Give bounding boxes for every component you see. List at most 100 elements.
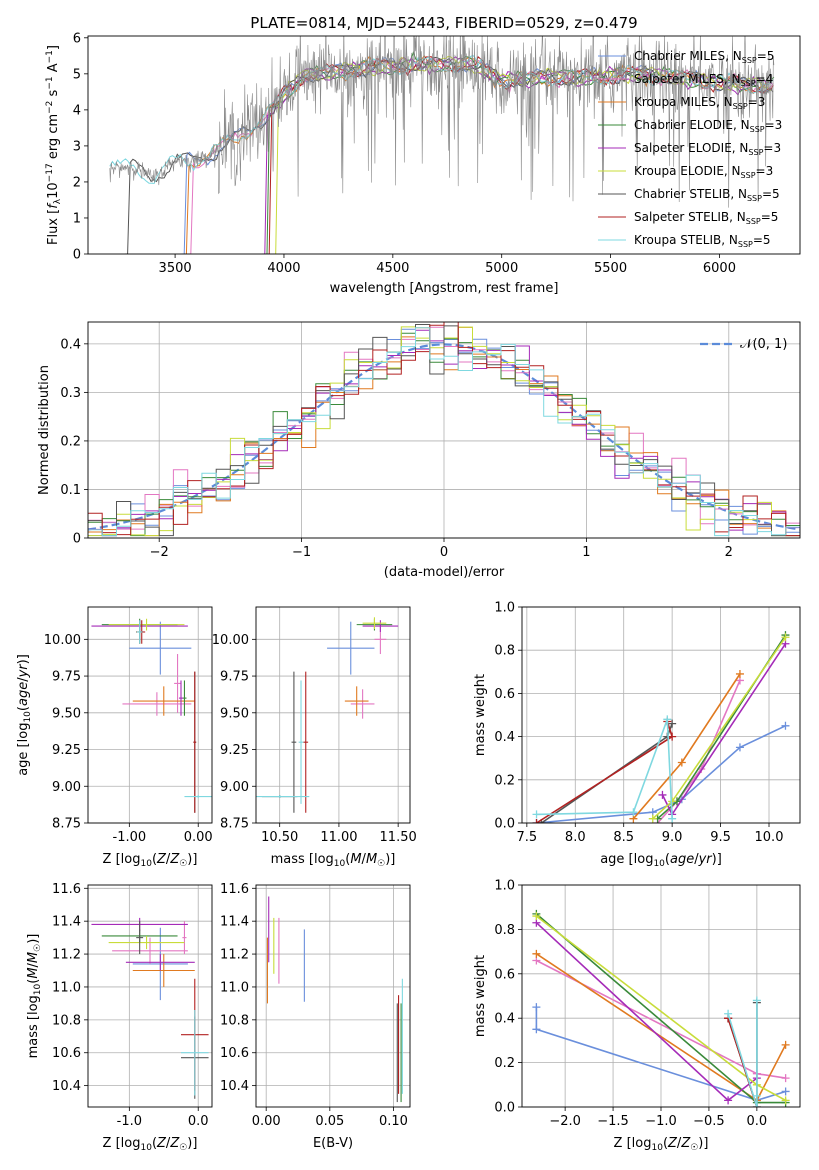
x-tick-label: 0.05 xyxy=(315,1114,344,1129)
weight-series-2 xyxy=(632,673,741,820)
y-tick-label: 10.00 xyxy=(44,633,81,648)
y-tick-label: 9.00 xyxy=(52,780,81,795)
y-tick-label: 8.75 xyxy=(52,817,81,832)
x-axis-label: E(B-V) xyxy=(313,1136,353,1151)
x-tick-label: 7.5 xyxy=(516,830,537,845)
legend-label-2: Kroupa MILES, NSSP=3 xyxy=(634,95,765,111)
histogram-7 xyxy=(88,322,800,537)
x-tick-label: 0 xyxy=(440,545,448,560)
y-tick-label: 9.00 xyxy=(220,780,249,795)
y-tick-label: 0.0 xyxy=(494,817,515,832)
x-axis-label: wavelength [Angstrom, rest frame] xyxy=(330,281,559,296)
axes-frame xyxy=(87,35,801,255)
weight-marker xyxy=(752,1103,761,1107)
legend-label-0: Chabrier MILES, NSSP=5 xyxy=(634,49,774,65)
chart-residuals: −2 −1 0 1 2 0 0.1 0.2 0.3 0.4 (data-model)/error No… xyxy=(37,321,801,580)
x-axis-label: Z [log10(Z/Z☉)] xyxy=(614,1136,709,1153)
weight-series-1 xyxy=(657,680,741,823)
y-tick-label: 11.4 xyxy=(220,915,249,930)
y-tick-label: 0.4 xyxy=(494,1012,515,1027)
y-tick-label: 1 xyxy=(73,211,81,226)
x-tick-label: −2.0 xyxy=(549,1114,581,1129)
y-tick-label: 9.50 xyxy=(220,706,249,721)
axes-frame xyxy=(521,606,801,824)
weight-marker xyxy=(781,1087,790,1096)
figure-title: PLATE=0814, MJD=52443, FIBERID=0529, z=0… xyxy=(250,14,637,32)
y-tick-label: 10.8 xyxy=(52,1013,81,1028)
x-tick-label: 3500 xyxy=(159,261,192,276)
y-tick-label: 10.4 xyxy=(52,1079,81,1094)
x-tick-label: 10.0 xyxy=(755,830,784,845)
y-tick-label: 11.2 xyxy=(220,948,249,963)
y-tick-label: 0.0 xyxy=(494,1101,515,1116)
legend-label-6: Chabrier STELIB, NSSP=5 xyxy=(634,187,780,203)
y-tick-label: 0.3 xyxy=(60,386,81,401)
x-tick-label: 9.5 xyxy=(710,830,731,845)
y-tick-label: 0.4 xyxy=(494,730,515,745)
y-tick-label: 11.0 xyxy=(52,980,81,995)
axes-frame xyxy=(255,884,411,1108)
legend-label-7: Salpeter STELIB, NSSP=5 xyxy=(634,210,778,226)
weight-marker xyxy=(677,758,686,767)
y-tick-label: 9.25 xyxy=(52,743,81,758)
chart-mass_vs_ebv: 0.00 0.05 0.10 10.4 10.6 10.8 11.0 11.2 11.4 11.6… xyxy=(220,882,411,1151)
chart-mass_vs_Z: -1.0 0.0 10.4 10.6 10.8 11.0 11.2 11.4 11.6 Z [lo… xyxy=(26,882,213,1153)
weight-marker xyxy=(668,719,677,728)
y-tick-label: 0 xyxy=(73,248,81,263)
y-tick-label: 6 xyxy=(73,31,81,46)
chart-weight_vs_age: 7.5 8.0 8.5 9.0 9.5 10.0 0.0 0.2 0.4 0.6 0.8 1.0 mas… xyxy=(473,601,801,869)
x-tick-label: 8.5 xyxy=(613,830,634,845)
y-axis-label: age [log10(age/yr)] xyxy=(16,654,33,776)
grid-mass_vs_ebv xyxy=(256,885,410,1107)
y-tick-label: 9.25 xyxy=(220,743,249,758)
x-tick-label: 11.00 xyxy=(320,830,357,845)
chart-weight_vs_Z: −2.0 −1.5 −1.0 −0.5 0.0 0.0 0.2 0.4 0.6 0.8 1.0 mas… xyxy=(473,879,801,1153)
y-tick-label: 10.4 xyxy=(220,1079,249,1094)
legend-label-3: Chabrier ELODIE, NSSP=3 xyxy=(634,118,782,134)
x-tick-label: 5500 xyxy=(594,261,627,276)
weight-marker xyxy=(752,1091,761,1100)
x-tick-label: 4000 xyxy=(267,261,300,276)
weight-marker xyxy=(781,1040,790,1049)
y-tick-label: 0.8 xyxy=(494,923,515,938)
plot-mass_vs_Z xyxy=(91,917,209,1099)
grid-mass_vs_Z xyxy=(88,885,212,1107)
y-tick-label: 0.2 xyxy=(494,1056,515,1071)
weight-marker xyxy=(663,715,672,724)
axes-frame xyxy=(87,884,213,1108)
y-tick-label: 11.6 xyxy=(52,882,81,897)
y-tick-label: 11.0 xyxy=(220,980,249,995)
y-tick-label: 0.2 xyxy=(60,434,81,449)
x-tick-label: 10.50 xyxy=(261,830,298,845)
y-tick-label: 11.6 xyxy=(220,882,249,897)
y-tick-label: 3 xyxy=(73,139,81,154)
weight-marker xyxy=(735,669,744,678)
y-tick-label: 11.4 xyxy=(52,915,81,930)
y-tick-label: 1.0 xyxy=(494,879,515,894)
observed-spectrum xyxy=(109,36,775,208)
x-tick-label: −1 xyxy=(292,545,311,560)
histogram-8 xyxy=(88,327,800,537)
x-tick-label: 9.0 xyxy=(662,830,683,845)
weight-series-0 xyxy=(535,1007,786,1102)
y-axis-label: mass [log10(M/M☉)] xyxy=(26,934,43,1059)
weight-marker xyxy=(781,721,790,730)
legend-label-4: Salpeter ELODIE, NSSP=3 xyxy=(634,141,781,157)
y-tick-label: 5 xyxy=(73,67,81,82)
y-tick-label: 8.75 xyxy=(220,817,249,832)
grid-age_vs_mass xyxy=(256,607,410,824)
x-tick-label: 5000 xyxy=(485,261,518,276)
y-tick-label: 9.75 xyxy=(220,670,249,685)
x-tick-label: 2 xyxy=(725,545,733,560)
y-tick-label: 10.6 xyxy=(220,1046,249,1061)
x-axis-label: Z [log10(Z/Z☉)] xyxy=(103,852,198,869)
y-tick-label: 0.4 xyxy=(60,337,81,352)
y-tick-label: 9.75 xyxy=(52,670,81,685)
grid-weight_vs_age xyxy=(522,606,800,824)
plot-residuals xyxy=(88,322,800,537)
x-tick-label: 6000 xyxy=(703,261,736,276)
weight-marker xyxy=(532,1025,541,1034)
y-tick-label: 11.2 xyxy=(52,948,81,963)
legend-label-normal: 𝒩(0, 1) xyxy=(740,337,787,352)
